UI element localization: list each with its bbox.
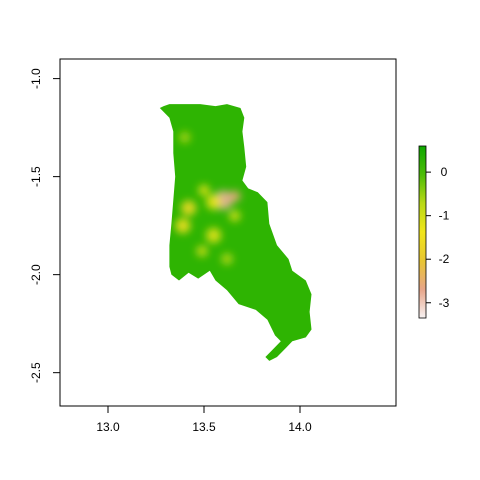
y-axis: -1.0 -1.5 -2.0 -2.5 — [29, 68, 61, 383]
region-fill — [159, 104, 312, 361]
raster-hotspot — [179, 131, 191, 144]
raster-hotspot — [228, 210, 241, 222]
raster-hotspot — [228, 190, 241, 202]
colorbar-ticks: 0 -1 -2 -3 — [426, 165, 450, 310]
raster-hotspot — [205, 227, 222, 244]
x-tick-label: 13.0 — [96, 420, 120, 434]
x-axis: 13.0 13.5 14.0 — [96, 405, 312, 434]
colorbar-tick-label: -3 — [439, 296, 450, 310]
raster-layer — [159, 104, 312, 361]
colorbar-gradient — [418, 145, 427, 319]
y-tick-label: -1.0 — [29, 68, 43, 89]
raster-hotspot — [198, 184, 210, 197]
colorbar-tick-label: -1 — [439, 209, 450, 223]
y-tick-label: -2.0 — [29, 264, 43, 285]
y-tick-label: -2.5 — [29, 362, 43, 383]
colorbar-tick-label: 0 — [441, 165, 448, 179]
colorbar-tick-label: -2 — [439, 252, 450, 266]
x-tick-label: 13.5 — [192, 420, 216, 434]
raster-hotspot — [205, 194, 222, 210]
raster-hotspot — [180, 200, 197, 216]
y-tick-label: -1.5 — [29, 166, 43, 187]
raster-hotspot — [175, 217, 191, 234]
raster-hotspot — [221, 253, 233, 265]
x-tick-label: 14.0 — [288, 420, 312, 434]
raster-hotspot — [196, 245, 208, 257]
colorbar: 0 -1 -2 -3 — [418, 145, 450, 319]
